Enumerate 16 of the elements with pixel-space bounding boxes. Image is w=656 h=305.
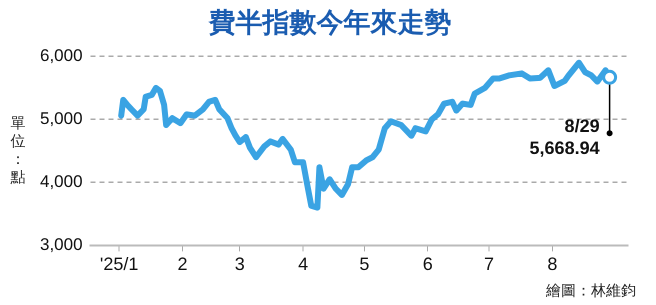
y-tick-label: 4,000 [40,172,83,192]
x-tick-label: 2 [177,254,188,274]
y-axis-title: 單位：點 [10,115,26,186]
x-tick-label: '25/1 [100,254,138,274]
text: 繪圖：林維鈞 [545,282,636,300]
x-tick-label: 7 [484,254,494,274]
x-tick-label: 3 [234,254,245,274]
chart-title: 費半指數今年來走勢 [208,8,452,38]
annotation: 8/29 5,668.94 [530,116,600,158]
x-tick-label: 8 [547,254,558,274]
x-tick-label: 4 [298,254,308,274]
x-tick-label: 6 [422,254,433,274]
y-tick-label: 5,000 [40,109,83,128]
y-tick-label: 6,000 [40,46,83,66]
y-tick-label: 3,000 [40,235,83,254]
x-tick-label: 5 [359,254,370,274]
